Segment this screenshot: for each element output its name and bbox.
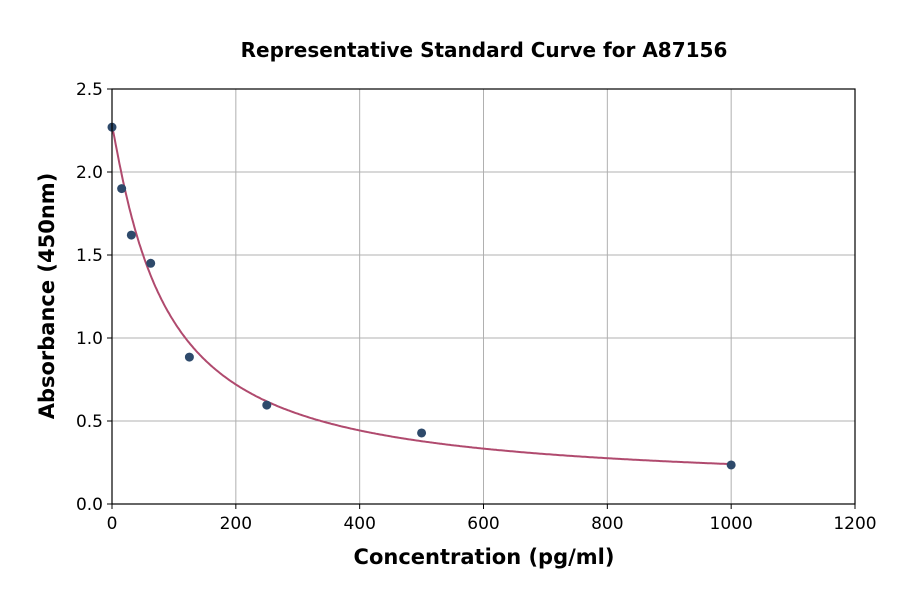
y-tick-label: 0.0 — [76, 495, 103, 515]
chart-title: Representative Standard Curve for A87156 — [241, 38, 728, 62]
data-point — [146, 258, 156, 268]
x-tick-label: 200 — [220, 514, 252, 534]
data-point — [126, 230, 136, 240]
y-tick-label: 1.5 — [76, 246, 103, 266]
y-tick-label: 2.5 — [76, 80, 103, 100]
x-tick-label: 1200 — [833, 514, 876, 534]
data-point — [726, 460, 736, 470]
x-axis-ticks: 0 200 400 600 800 1000 1200 — [107, 504, 877, 534]
fit-curve — [111, 125, 732, 466]
y-tick-label: 1.0 — [76, 329, 103, 349]
data-points — [107, 122, 736, 470]
x-tick-label: 0 — [107, 514, 118, 534]
x-axis-label: Concentration (pg/ml) — [354, 545, 615, 569]
y-tick-label: 2.0 — [76, 163, 103, 183]
y-tick-label: 0.5 — [76, 412, 103, 432]
y-axis-ticks: 0.0 0.5 1.0 1.5 2.0 2.5 — [76, 80, 112, 515]
x-tick-label: 1000 — [710, 514, 753, 534]
grid — [111, 88, 856, 505]
x-tick-label: 800 — [591, 514, 623, 534]
x-tick-label: 600 — [467, 514, 499, 534]
data-point — [262, 400, 272, 410]
data-point — [184, 352, 194, 362]
x-tick-label: 400 — [343, 514, 375, 534]
data-point — [417, 428, 427, 438]
y-axis-label: Absorbance (450nm) — [35, 173, 59, 420]
data-point — [117, 184, 127, 194]
fit-curve-layer — [111, 125, 732, 466]
